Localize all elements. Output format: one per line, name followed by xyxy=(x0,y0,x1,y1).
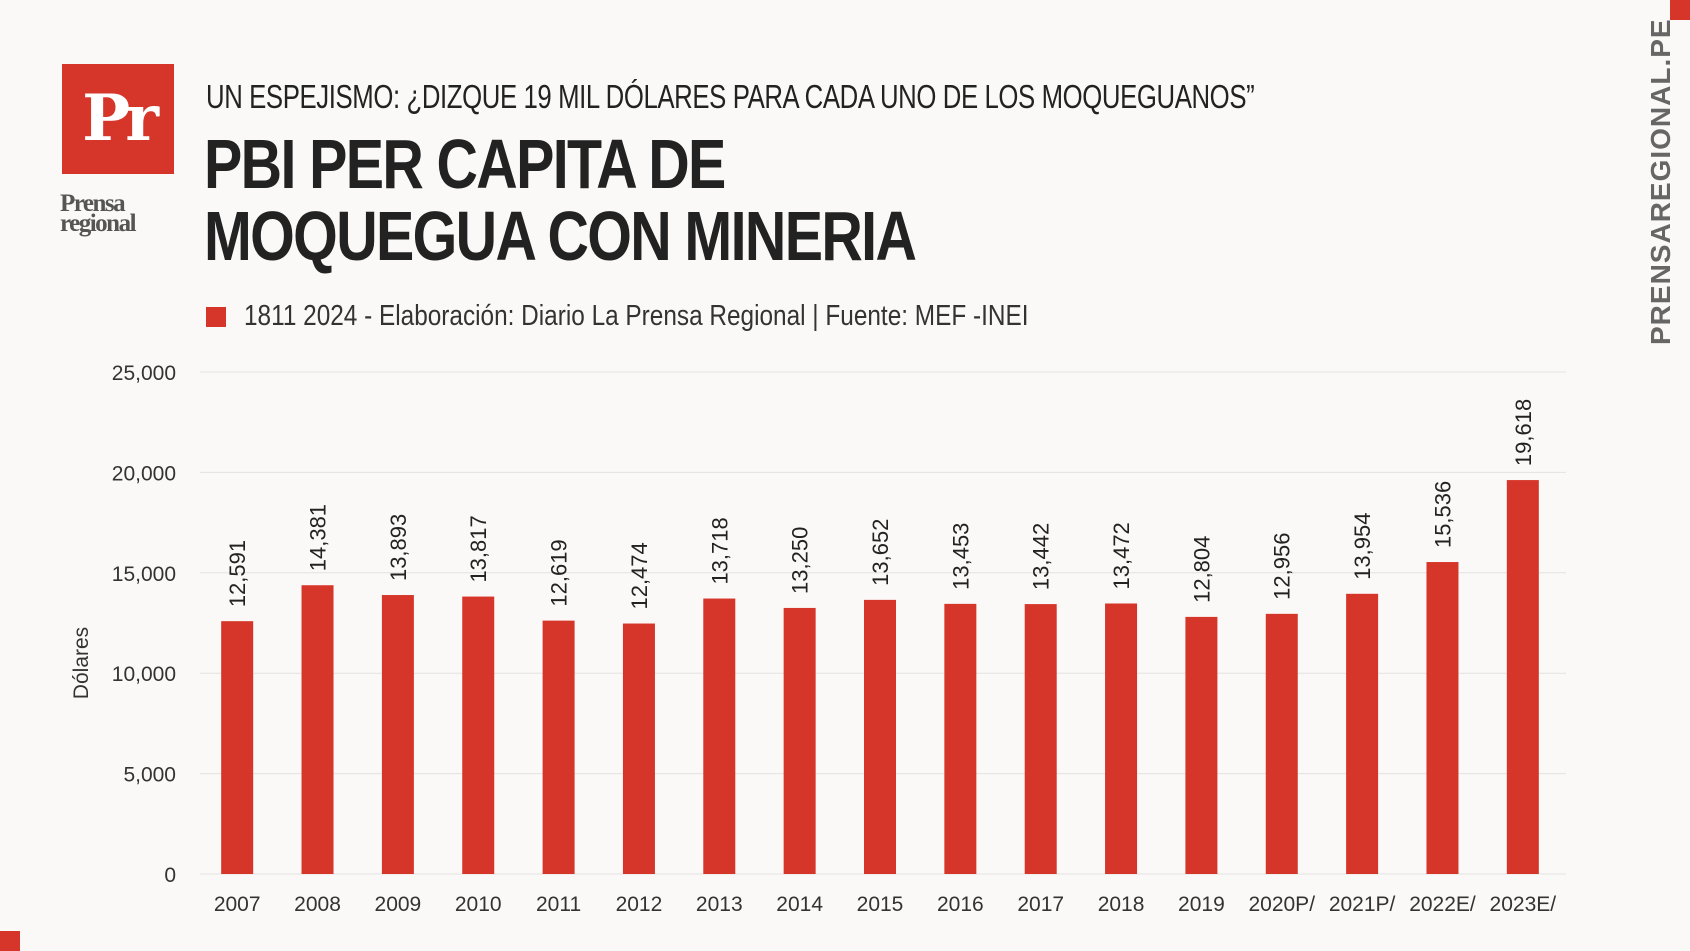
page-title: PBI PER CAPITA DE MOQUEGUA CON MINERIA xyxy=(204,125,917,275)
y-tick-label: 15,000 xyxy=(112,563,176,586)
bar-value-label: 13,817 xyxy=(466,515,491,582)
brand-wordmark-line2: regional xyxy=(60,210,137,237)
brand-wordmark: Prensa regional xyxy=(60,190,180,237)
bar xyxy=(1105,603,1138,874)
bar xyxy=(381,595,414,874)
bar xyxy=(301,585,334,874)
bar xyxy=(783,607,816,874)
bar-value-label: 13,442 xyxy=(1029,523,1054,590)
x-tick-label: 2016 xyxy=(937,893,984,916)
bar-value-label: 15,536 xyxy=(1430,481,1455,548)
bar xyxy=(1346,593,1379,874)
corner-accent-bottom-left xyxy=(0,931,20,951)
bar-value-label: 12,474 xyxy=(627,542,652,609)
x-tick-label: 2018 xyxy=(1098,893,1145,916)
x-tick-label: 2019 xyxy=(1178,893,1225,916)
bar-value-label: 12,804 xyxy=(1189,536,1214,603)
x-tick-label: 2022E/ xyxy=(1409,893,1476,916)
bar xyxy=(542,620,575,874)
kicker-headline: UN ESPEJISMO: ¿DIZQUE 19 MIL DÓLARES PAR… xyxy=(206,78,1255,115)
brand-logo: Pr xyxy=(62,64,174,174)
bar-value-label: 13,652 xyxy=(868,519,893,586)
title-line-2: MOQUEGUA CON MINERIA xyxy=(204,197,917,275)
y-tick-label: 20,000 xyxy=(112,462,176,485)
chart-legend: 1811 2024 - Elaboración: Diario La Prens… xyxy=(206,300,1178,333)
bar-value-label: 13,453 xyxy=(948,523,973,590)
x-tick-label: 2013 xyxy=(696,893,743,916)
bar-value-label: 13,250 xyxy=(788,527,813,594)
bar xyxy=(1024,604,1057,874)
x-tick-label: 2011 xyxy=(536,893,581,916)
y-tick-label: 0 xyxy=(164,864,176,887)
legend-text: 1811 2024 - Elaboración: Diario La Prens… xyxy=(244,300,1029,332)
x-tick-label: 2023E/ xyxy=(1490,893,1557,916)
bar xyxy=(1265,613,1298,874)
bar xyxy=(1426,562,1459,874)
bar-value-label: 13,472 xyxy=(1109,522,1134,589)
x-tick-label: 2020P/ xyxy=(1248,893,1315,916)
x-tick-label: 2012 xyxy=(616,893,663,916)
x-tick-label: 2017 xyxy=(1017,893,1064,916)
x-tick-label: 2015 xyxy=(857,893,904,916)
x-tick-label: 2008 xyxy=(294,893,341,916)
bar-value-label: 12,591 xyxy=(225,540,250,607)
bar-value-label: 12,956 xyxy=(1270,533,1295,600)
y-tick-label: 10,000 xyxy=(112,663,176,686)
y-tick-label: 5,000 xyxy=(123,764,176,787)
x-tick-label: 2007 xyxy=(214,893,261,916)
y-tick-label: 25,000 xyxy=(112,362,176,385)
y-axis-label: Dólares xyxy=(70,627,93,699)
bar xyxy=(864,599,896,874)
logo-mark: Pr xyxy=(82,81,159,156)
bar xyxy=(221,621,254,874)
bar xyxy=(462,596,495,874)
bar xyxy=(944,603,977,874)
bar xyxy=(622,623,655,874)
bar-value-label: 19,618 xyxy=(1511,399,1536,466)
x-tick-label: 2021P/ xyxy=(1329,893,1396,916)
bar-value-label: 13,718 xyxy=(707,517,732,584)
bar-value-label: 12,619 xyxy=(547,539,572,606)
x-tick-label: 2009 xyxy=(375,893,422,916)
title-line-1: PBI PER CAPITA DE xyxy=(204,125,726,203)
bar xyxy=(1506,480,1539,874)
bar-value-label: 13,954 xyxy=(1350,513,1375,580)
bar xyxy=(703,598,736,874)
bar-value-label: 14,381 xyxy=(306,504,331,571)
bar xyxy=(1185,616,1218,874)
bar-value-label: 13,893 xyxy=(386,514,411,581)
brand-wordmark-line1: Prensa xyxy=(60,190,126,217)
corner-accent-top-right xyxy=(1670,0,1690,20)
legend-swatch xyxy=(206,306,226,327)
x-tick-label: 2010 xyxy=(455,893,502,916)
x-tick-label: 2014 xyxy=(776,893,823,916)
